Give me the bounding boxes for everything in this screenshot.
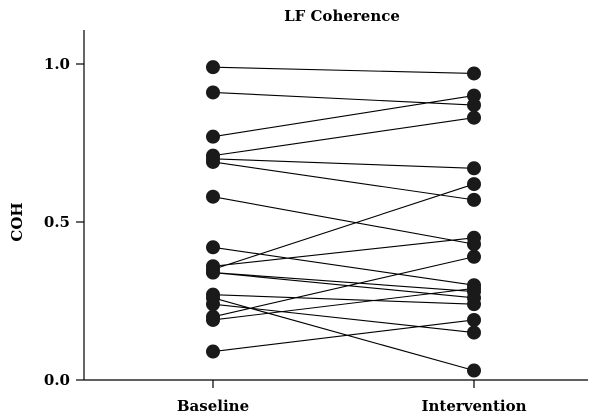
pair-line-13: [212, 294, 475, 305]
baseline-point-12: [206, 265, 220, 280]
baseline-point-6: [206, 154, 220, 169]
pair-line-12: [212, 272, 475, 293]
baseline-point-18: [206, 344, 220, 359]
chart-title: LF Coherence: [284, 7, 400, 25]
baseline-point-8: [206, 240, 220, 255]
y-tick-label-3: 0.0: [44, 371, 70, 389]
y-axis-label: COH: [8, 202, 26, 241]
intervention-point-14: [467, 363, 481, 378]
x-tick-label-intervention: Intervention: [422, 397, 527, 415]
intervention-point-6: [467, 192, 481, 207]
pair-line-11: [212, 272, 475, 299]
pair-line-16: [212, 256, 475, 318]
intervention-point-16: [467, 249, 481, 264]
pair-line-1: [212, 66, 475, 75]
intervention-point-15: [467, 325, 481, 340]
intervention-point-13: [467, 297, 481, 312]
baseline-point-17: [206, 312, 220, 327]
pair-line-2: [212, 91, 475, 106]
baseline-point-2: [206, 85, 220, 100]
intervention-point-5: [467, 161, 481, 176]
intervention-point-3: [467, 88, 481, 103]
intervention-point-10: [467, 177, 481, 192]
intervention-point-9: [467, 230, 481, 245]
intervention-point-17: [467, 281, 481, 296]
intervention-point-1: [467, 66, 481, 81]
pair-line-10: [212, 183, 475, 270]
y-tick-label-1: 1.0: [44, 55, 70, 73]
pair-line-17: [212, 287, 475, 321]
pair-line-5: [212, 158, 475, 169]
pair-line-6: [212, 161, 475, 201]
pair-line-8: [212, 246, 475, 286]
y-tick-label-2: 0.5: [44, 213, 70, 231]
pair-line-7: [212, 196, 475, 245]
pair-line-3: [212, 95, 475, 138]
pair-line-4: [212, 117, 475, 157]
x-tick-label-baseline: Baseline: [177, 397, 249, 415]
pair-line-15: [212, 303, 475, 334]
pair-line-14: [212, 297, 475, 372]
baseline-point-7: [206, 189, 220, 204]
baseline-point-15: [206, 297, 220, 312]
baseline-point-3: [206, 129, 220, 144]
pair-line-18: [212, 319, 475, 353]
chart-marks: [206, 60, 481, 378]
intervention-point-18: [467, 312, 481, 327]
baseline-point-1: [206, 60, 220, 75]
intervention-point-4: [467, 110, 481, 125]
pair-line-9: [212, 237, 475, 267]
